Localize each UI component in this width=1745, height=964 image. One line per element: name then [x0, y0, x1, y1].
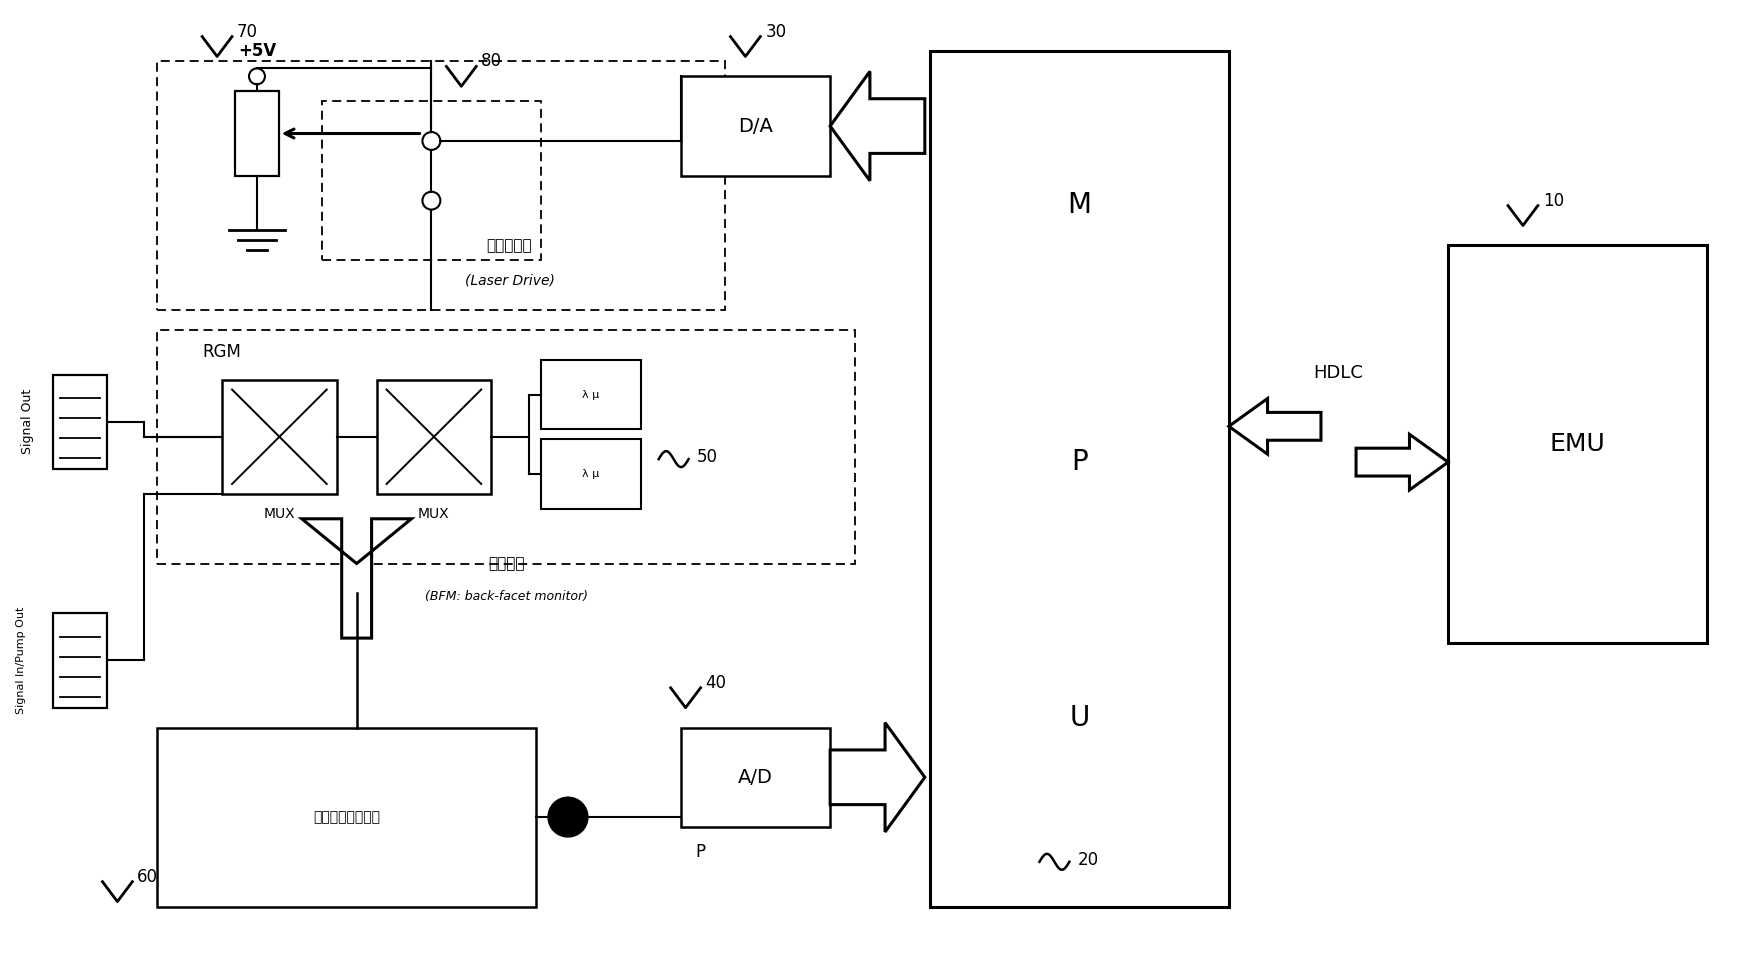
Circle shape [548, 797, 588, 837]
Text: Signal Out: Signal Out [21, 389, 35, 454]
Text: +5V: +5V [237, 42, 276, 61]
Text: D/A: D/A [738, 117, 773, 136]
Bar [52, 375, 108, 469]
Text: 消截距、斜率补偿: 消截距、斜率补偿 [312, 810, 380, 824]
Bar [321, 101, 541, 260]
Bar [377, 380, 492, 494]
Text: 40: 40 [705, 674, 726, 692]
Polygon shape [1228, 398, 1321, 454]
Text: (Laser Drive): (Laser Drive) [464, 273, 555, 287]
Bar [236, 92, 279, 175]
Bar [222, 380, 337, 494]
Text: 20: 20 [1077, 851, 1098, 869]
Bar [930, 51, 1228, 906]
Text: RGM: RGM [202, 343, 241, 361]
Bar [541, 440, 640, 509]
Text: P: P [696, 843, 705, 861]
Text: 70: 70 [237, 22, 258, 40]
Bar [681, 76, 831, 175]
Text: (BFM: back-facet monitor): (BFM: back-facet monitor) [424, 590, 588, 602]
Text: MUX: MUX [263, 507, 295, 521]
Text: A/D: A/D [738, 767, 773, 787]
Text: λ μ: λ μ [583, 389, 600, 399]
Bar [541, 360, 640, 429]
Text: 50: 50 [696, 448, 717, 467]
Text: 30: 30 [766, 22, 787, 40]
Text: MUX: MUX [419, 507, 450, 521]
Text: M: M [1068, 192, 1091, 220]
Text: 10: 10 [1543, 192, 1564, 209]
Polygon shape [831, 723, 925, 832]
Bar [157, 62, 726, 310]
Text: EMU: EMU [1550, 432, 1605, 456]
Bar [1448, 246, 1707, 643]
Text: HDLC: HDLC [1314, 363, 1363, 382]
Text: U: U [1070, 705, 1089, 733]
Text: 60: 60 [138, 868, 159, 886]
Bar [157, 728, 536, 906]
Text: 80: 80 [482, 52, 503, 70]
Bar [681, 728, 831, 827]
Polygon shape [302, 519, 412, 638]
Bar [52, 613, 108, 708]
Polygon shape [831, 71, 925, 180]
Text: 背光监测: 背光监测 [489, 556, 525, 571]
Bar [157, 330, 855, 564]
Text: Signal In/Pump Out: Signal In/Pump Out [16, 606, 26, 714]
Polygon shape [1356, 434, 1448, 490]
Text: λ μ: λ μ [583, 469, 600, 479]
Text: P: P [1071, 448, 1087, 476]
Text: 激光器驱动: 激光器驱动 [487, 238, 532, 253]
